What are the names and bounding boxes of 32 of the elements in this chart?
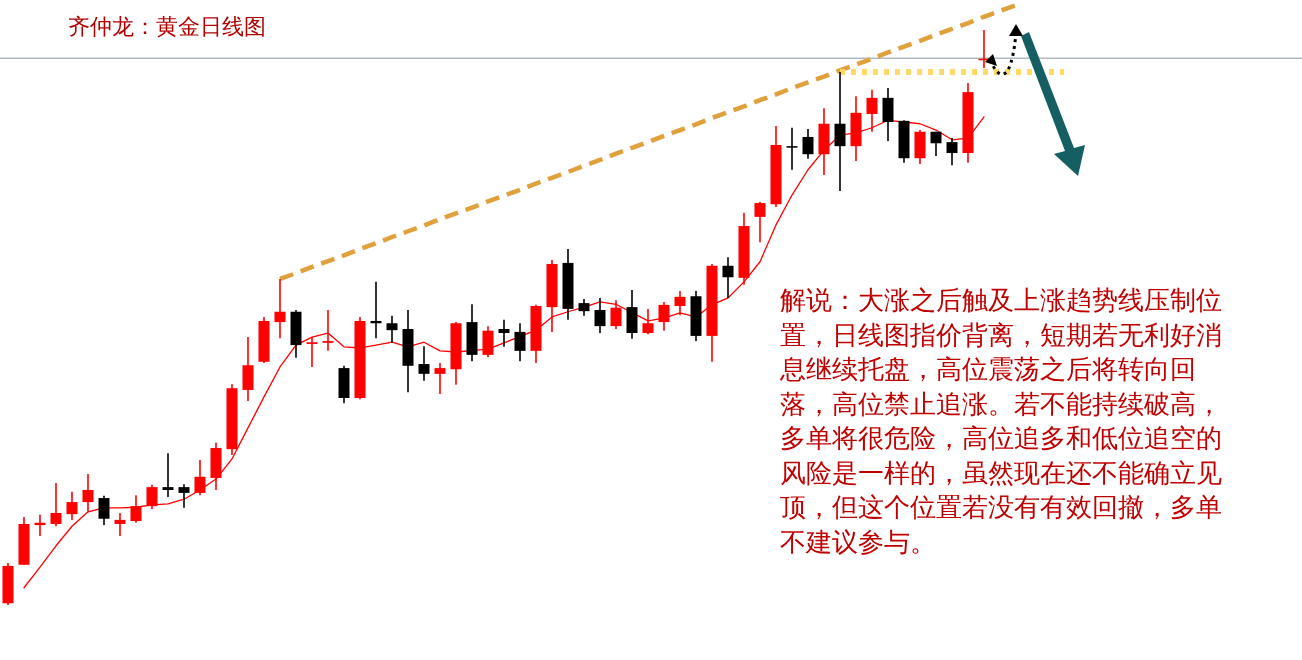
candlestick bbox=[306, 336, 318, 368]
candlestick bbox=[754, 201, 766, 243]
candlestick bbox=[114, 512, 126, 537]
candlestick bbox=[274, 278, 286, 339]
candlestick bbox=[322, 309, 334, 352]
candlestick bbox=[130, 494, 142, 524]
candlestick bbox=[930, 130, 942, 157]
annotation: 解说：大涨之后触及上涨趋势线压制位置，日线图指价背离，短期若无利好消息继续托盘，高位震荡之后将转向回落，高位禁止追涨。若不能持续破高，多单将很危险，高位追多和低位追空的风险是一样的，虽然现在还不能确立见顶，但这个位置若没有有效回撤，多单不建议参与。 bbox=[780, 285, 1223, 559]
candlestick bbox=[178, 483, 190, 509]
candlestick bbox=[434, 362, 446, 395]
candlestick bbox=[194, 459, 206, 496]
chart-title: 齐仲龙：黄金日线图 bbox=[68, 14, 266, 39]
candlestick bbox=[802, 128, 814, 160]
candlestick bbox=[98, 494, 110, 526]
candlestick bbox=[594, 297, 606, 334]
candlestick bbox=[514, 322, 526, 362]
candlestick bbox=[50, 482, 62, 528]
candlestick bbox=[146, 484, 158, 510]
candlestick bbox=[82, 473, 94, 513]
candlestick bbox=[66, 490, 78, 521]
candlestick bbox=[498, 319, 510, 348]
candlestick bbox=[658, 301, 670, 332]
candlestick bbox=[674, 290, 686, 316]
candlestick bbox=[722, 256, 734, 299]
candlestick bbox=[386, 314, 398, 344]
candlestick bbox=[642, 308, 654, 335]
candlestick bbox=[418, 345, 430, 382]
candlestick bbox=[610, 299, 622, 330]
candlestick bbox=[162, 452, 174, 498]
candlestick bbox=[786, 126, 798, 171]
candlestick bbox=[834, 71, 846, 192]
candlestick bbox=[946, 137, 958, 166]
